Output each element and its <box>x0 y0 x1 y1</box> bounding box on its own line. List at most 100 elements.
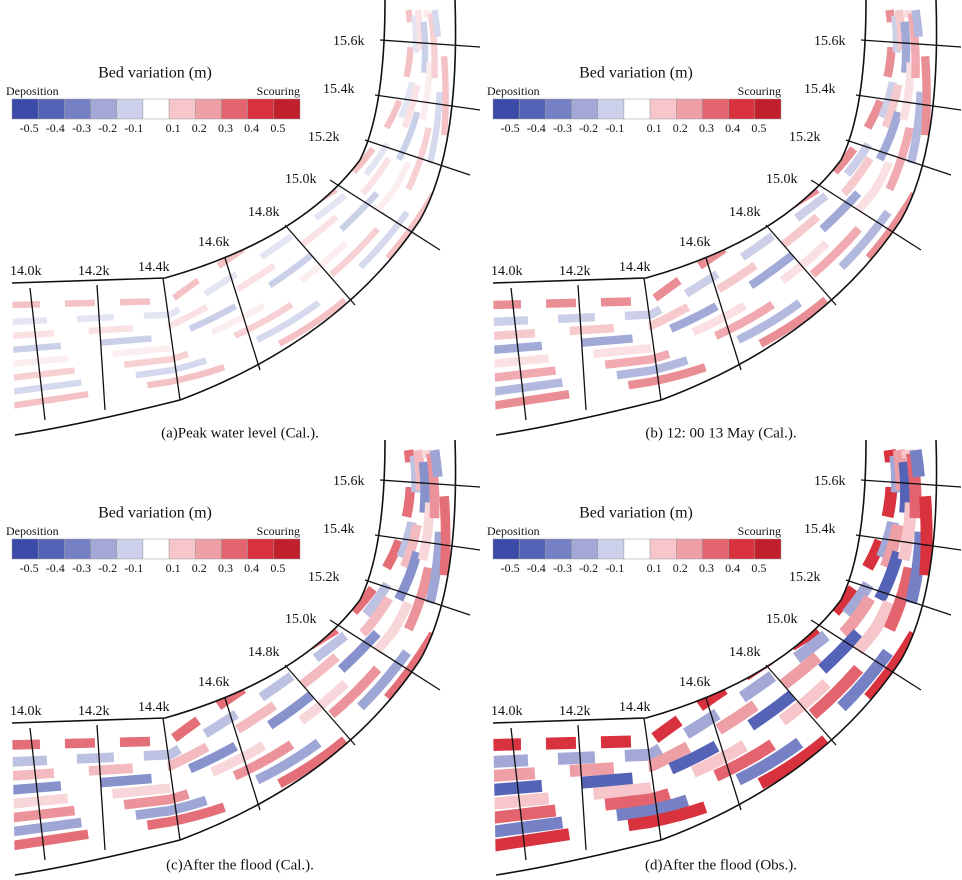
legend-left: Deposition <box>487 84 540 98</box>
panel: 14.0k 14.2k 14.4k 14.6k 14.8k 15.0k 15.2k 15.4k… <box>487 439 962 876</box>
bed-band <box>493 449 898 751</box>
bed-band <box>493 9 931 411</box>
legend-swatch <box>571 98 598 120</box>
cross-section <box>705 697 742 811</box>
cross-section <box>705 257 742 371</box>
legend-swatch <box>273 538 301 560</box>
legend-swatch <box>273 98 301 120</box>
cross-section <box>845 579 952 616</box>
station-label: 15.6k <box>814 34 846 49</box>
bed-band <box>12 449 430 795</box>
bed-band <box>12 9 438 382</box>
legend-swatch <box>247 538 275 560</box>
bank-outer <box>495 439 938 876</box>
legend-swatch <box>195 98 222 120</box>
station-label: 14.6k <box>198 675 230 690</box>
legend-swatch <box>728 538 756 560</box>
legend-tick: 0.5 <box>270 561 285 575</box>
station-label: 15.4k <box>804 522 836 537</box>
station-label: 14.4k <box>138 700 170 715</box>
bed-pattern <box>493 9 931 411</box>
legend-tick: 0.3 <box>218 121 233 135</box>
station-label: 14.8k <box>248 645 280 660</box>
legend-swatch <box>728 98 756 120</box>
panel-caption: (d)After the flood (Obs.). <box>645 857 797 873</box>
station-label: 14.4k <box>138 260 170 275</box>
cross-section <box>810 619 922 691</box>
legend-left: Deposition <box>6 84 59 98</box>
station-label: 14.0k <box>491 264 523 279</box>
station-label: 14.6k <box>198 235 230 250</box>
station-label: 15.2k <box>308 570 340 585</box>
bed-band <box>493 9 926 397</box>
legend-swatch <box>247 98 275 120</box>
station-label: 14.6k <box>679 235 711 250</box>
bed-band <box>12 9 444 396</box>
bed-band <box>12 449 435 809</box>
bed-band <box>493 449 927 838</box>
panel-caption: (a)Peak water level (Cal.). <box>161 425 319 441</box>
legend-swatch <box>64 98 91 120</box>
station-label: 14.0k <box>10 264 42 279</box>
cross-section <box>379 479 481 488</box>
legend-swatch <box>597 538 625 560</box>
station-label: 15.0k <box>285 612 317 627</box>
legend-tick: -0.4 <box>527 121 546 135</box>
legend-tick: 0.5 <box>270 121 285 135</box>
cross-section <box>860 479 962 488</box>
legend-tick: 0.4 <box>725 561 740 575</box>
cross-section <box>577 724 587 851</box>
legend-swatch <box>676 538 703 560</box>
legend-swatch <box>545 98 572 120</box>
cross-section <box>374 94 481 111</box>
legend-swatch <box>571 538 598 560</box>
bed-band <box>12 449 451 851</box>
cross-section <box>860 39 962 48</box>
legend-tick: 0.3 <box>218 561 233 575</box>
station-label: 14.2k <box>78 704 110 719</box>
legend-tick: -0.4 <box>527 561 546 575</box>
legend-swatch <box>221 538 248 560</box>
bank-outer <box>495 0 938 436</box>
legend-tick: -0.5 <box>20 121 39 135</box>
bank-inner <box>492 0 867 284</box>
bed-band <box>493 449 933 852</box>
cross-section <box>96 284 106 411</box>
cross-section <box>577 284 587 411</box>
bed-band <box>12 449 421 767</box>
legend-tick: -0.2 <box>98 121 117 135</box>
bed-band <box>493 449 903 768</box>
cross-section <box>765 664 837 746</box>
panel: 14.0k 14.2k 14.4k 14.6k 14.8k 15.0k 15.2k 15.4k… <box>6 439 481 876</box>
station-label: 15.4k <box>804 82 836 97</box>
legend-tick: 0.1 <box>166 121 181 135</box>
legend-swatch <box>64 538 91 560</box>
cross-section <box>329 619 441 691</box>
cross-section <box>643 717 662 841</box>
cross-section <box>224 257 261 371</box>
station-label: 14.6k <box>679 675 711 690</box>
legend-swatch <box>623 98 651 120</box>
legend-tick: 0.5 <box>751 121 766 135</box>
cross-section <box>162 277 181 401</box>
legend-tick: -0.3 <box>553 121 572 135</box>
legend-swatch <box>754 538 782 560</box>
cross-section <box>643 277 662 401</box>
legend-swatch <box>518 538 546 560</box>
station-label: 14.8k <box>729 205 761 220</box>
legend-swatch <box>142 538 170 560</box>
bed-band <box>12 449 445 837</box>
legend-swatch <box>116 98 144 120</box>
bed-band <box>12 449 416 750</box>
station-label: 15.0k <box>766 172 798 187</box>
legend-tick: -0.3 <box>72 561 91 575</box>
cross-section <box>510 727 527 861</box>
bed-band <box>493 449 922 824</box>
station-label: 15.6k <box>814 474 846 489</box>
legend-tick: 0.2 <box>673 561 688 575</box>
legend-right: Scouring <box>738 84 781 98</box>
cross-section <box>765 224 837 306</box>
bed-band <box>12 9 420 326</box>
station-label: 14.4k <box>619 260 651 275</box>
